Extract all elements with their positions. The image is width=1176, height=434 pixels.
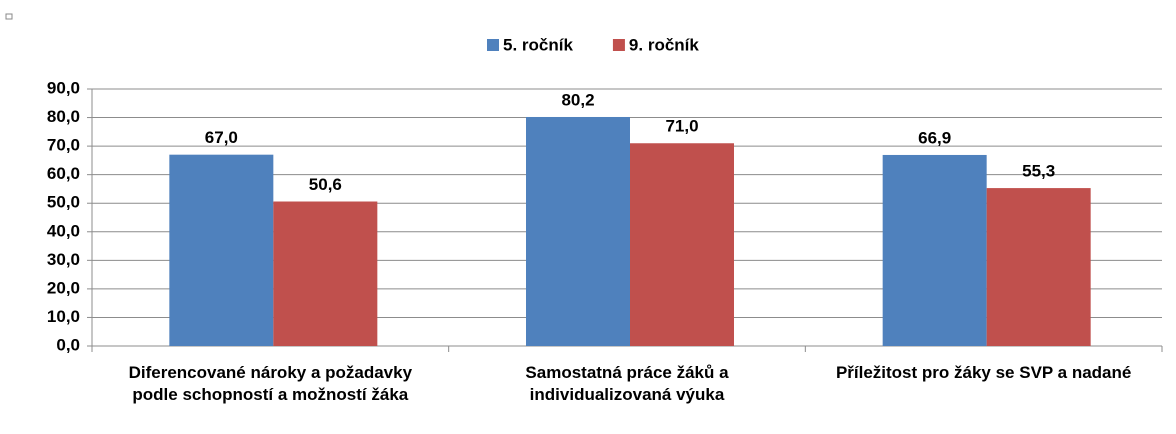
bar [526, 116, 630, 347]
value-label: 66,9 [918, 128, 951, 147]
y-tick-label: 80,0 [47, 107, 80, 126]
legend-swatch [487, 39, 499, 51]
y-tick-label: 90,0 [47, 78, 80, 97]
value-label: 71,0 [665, 117, 698, 136]
x-tick-label: Diferencované nároky a požadavky podle s… [128, 363, 413, 404]
value-label: 55,3 [1022, 162, 1055, 181]
y-tick-label: 40,0 [47, 221, 80, 240]
value-label: 80,2 [561, 90, 594, 109]
icon [5, 13, 13, 20]
x-tick-label: Samostatná práce žáků a individualizovan… [525, 363, 729, 404]
legend-label: 9. ročník [629, 35, 699, 54]
y-tick-label: 0,0 [56, 335, 80, 354]
bar [986, 188, 1091, 346]
bar [882, 154, 987, 346]
legend-swatch [612, 39, 625, 51]
value-label: 50,6 [309, 175, 342, 194]
bar [169, 154, 274, 346]
value-label: 67,0 [205, 128, 238, 147]
y-tick-label: 50,0 [47, 193, 80, 212]
bar [630, 143, 734, 346]
y-tick-label: 30,0 [47, 250, 80, 269]
bar [273, 201, 378, 346]
x-tick-label: Příležitost pro žáky se SVP a nadané [835, 363, 1132, 382]
y-tick-label: 10,0 [47, 307, 80, 326]
legend-label: 5. ročník [503, 35, 573, 54]
y-tick-label: 60,0 [47, 164, 80, 183]
y-tick-label: 20,0 [47, 278, 80, 297]
y-tick-label: 70,0 [47, 136, 80, 155]
